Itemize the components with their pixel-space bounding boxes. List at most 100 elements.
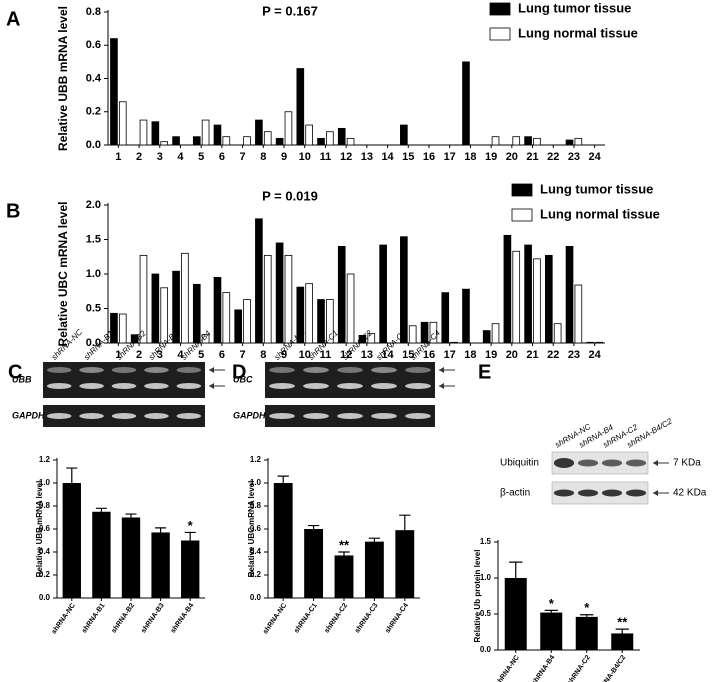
- blot-band: [625, 489, 647, 497]
- x-tick-label: 21: [526, 151, 538, 163]
- gel-band: [337, 367, 363, 373]
- bar: [429, 321, 438, 344]
- blot: [551, 481, 649, 505]
- x-tick-label: 6: [219, 349, 225, 361]
- x-tick-label: 15: [402, 151, 414, 163]
- x-tick-label: 2: [136, 349, 142, 361]
- bar: [263, 254, 272, 344]
- bar: [160, 141, 169, 146]
- bar: [275, 242, 284, 344]
- blot-band: [577, 489, 599, 497]
- bar: [201, 334, 210, 344]
- gel-band: [144, 383, 169, 389]
- bar: [304, 529, 324, 598]
- bar: [151, 121, 160, 146]
- bar: [151, 532, 170, 598]
- error-bar: [95, 507, 107, 512]
- x-tick-label: 1: [115, 151, 121, 163]
- y-tick-label: 2.0: [86, 199, 101, 211]
- bar: [553, 323, 562, 344]
- bar: [420, 321, 429, 344]
- y-axis-label: Relative UBB mRNA level: [56, 6, 70, 151]
- x-tick-label: 2: [136, 151, 142, 163]
- x-tick-label: 3: [157, 151, 163, 163]
- bar: [408, 325, 417, 344]
- gel-band: [79, 413, 104, 419]
- bar: [565, 139, 574, 146]
- bar: [462, 288, 470, 344]
- x-tick-label: 11: [320, 151, 332, 163]
- x-tick-label: shRNA-B3: [140, 602, 166, 634]
- bar: [305, 283, 313, 344]
- blot-size-label: 42 KDa: [673, 488, 707, 499]
- bar: [213, 277, 222, 344]
- bar: [130, 334, 139, 344]
- x-tick-label: shRNA-C2: [324, 602, 350, 634]
- panel-letter: D: [232, 361, 246, 383]
- gel-band: [269, 383, 295, 389]
- bar: [337, 245, 346, 344]
- bar: [305, 124, 313, 146]
- blot-band: [553, 489, 575, 497]
- y-tick-label: 0.0: [250, 593, 262, 602]
- x-tick-label: 13: [361, 151, 373, 163]
- bar: [296, 68, 305, 146]
- bar: [326, 131, 334, 146]
- bar: [110, 38, 118, 146]
- y-tick-label: 0.4: [250, 547, 262, 556]
- gel-band: [405, 413, 431, 419]
- gel-band: [303, 383, 329, 389]
- y-tick-label: 0.4: [86, 72, 102, 84]
- arrow-head: [439, 367, 444, 373]
- x-tick-label: 7: [240, 349, 246, 361]
- x-tick-label: shRNA-B1: [81, 602, 107, 634]
- bar: [395, 530, 415, 598]
- y-tick-label: 0.4: [39, 547, 51, 556]
- bar: [110, 312, 118, 344]
- gel-band: [337, 413, 363, 419]
- x-tick-label: 12: [340, 151, 352, 163]
- y-tick-label: 1.0: [480, 573, 492, 582]
- x-tick-label: 7: [240, 151, 246, 163]
- x-tick-label: 23: [568, 151, 580, 163]
- x-tick-label: 20: [506, 151, 518, 163]
- legend-label: Lung tumor tissue: [518, 0, 631, 15]
- bar: [575, 616, 598, 650]
- bar: [172, 136, 180, 146]
- error-bar: [509, 561, 523, 578]
- x-tick-label: 22: [547, 151, 559, 163]
- arrow-head: [439, 383, 444, 389]
- error-bar: [580, 614, 594, 617]
- gel-band: [303, 413, 329, 419]
- bar: [263, 131, 272, 146]
- arrow-head: [653, 460, 658, 466]
- x-tick-label: 20: [506, 349, 518, 361]
- bar: [273, 483, 293, 598]
- x-tick-label: shRNA-C4: [384, 602, 410, 634]
- gel-band: [269, 367, 295, 373]
- x-tick-label: shRNA-C3: [354, 602, 380, 634]
- gel-band: [176, 413, 202, 419]
- gel-band: [269, 413, 295, 419]
- x-tick-label: 8: [260, 349, 266, 361]
- bar: [213, 124, 222, 146]
- x-tick-label: 19: [485, 349, 497, 361]
- legend-label: Lung normal tissue: [540, 206, 660, 221]
- bar: [192, 136, 201, 146]
- bar: [172, 270, 180, 344]
- bar: [462, 61, 470, 146]
- blot: [551, 451, 649, 475]
- significance-mark: **: [339, 537, 350, 552]
- bar: [222, 292, 231, 344]
- arrow-head: [209, 383, 214, 389]
- blot-band: [577, 459, 599, 467]
- x-tick-label: 24: [589, 151, 602, 163]
- x-tick-label: 24: [589, 349, 602, 361]
- gel-band: [371, 413, 397, 419]
- gel-band: [46, 367, 72, 373]
- error-bar: [155, 527, 167, 533]
- bar: [317, 299, 325, 344]
- x-tick-label: 6: [219, 151, 225, 163]
- panel-letter: C: [8, 361, 22, 383]
- y-tick-label: 0.6: [250, 524, 262, 533]
